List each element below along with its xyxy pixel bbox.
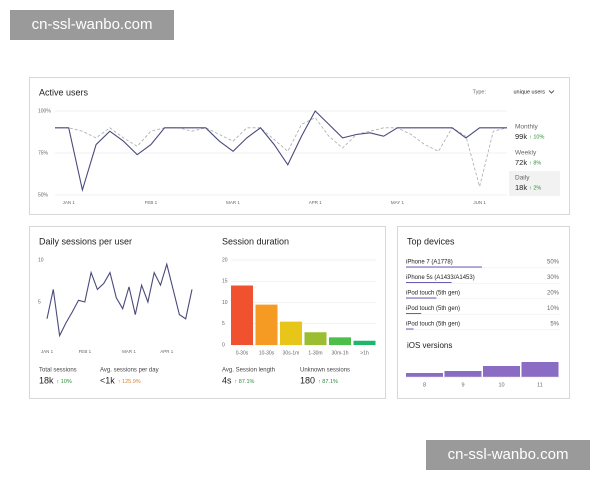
share-bar (406, 297, 437, 299)
device-name: iPod touch (5th gen) (406, 306, 460, 312)
bar (483, 366, 520, 377)
y-tick-label: 20 (222, 257, 228, 263)
stat-label: Avg. sessions per day (100, 368, 159, 374)
stat-value: 4s (222, 375, 232, 385)
filter-value[interactable]: unique users (514, 89, 546, 95)
line-series (55, 117, 508, 189)
legend-value: 99k (515, 132, 527, 141)
stat-label: Unknown sessions (300, 368, 350, 374)
bar (231, 285, 253, 345)
x-tick-label: 30s-1m (283, 350, 300, 356)
legend-value: 18k (515, 183, 527, 192)
legend-name: Weekly (515, 150, 537, 157)
y-tick-label: 15 (222, 279, 228, 285)
share-bar (406, 328, 414, 330)
y-tick-label: 5 (222, 321, 225, 327)
card-title: Daily sessions per user (39, 236, 132, 246)
x-tick-label: 10 (498, 382, 504, 388)
stat-value: <1k (100, 375, 115, 385)
x-tick-label: >1h (360, 350, 369, 356)
device-name: iPhone 7 (A1778) (406, 260, 453, 266)
stat-value: 18k (39, 375, 54, 385)
x-tick-label: MAR 1 (122, 349, 136, 354)
share-bar (406, 313, 422, 315)
x-tick-label: APR 1 (160, 349, 174, 354)
bar (255, 304, 278, 345)
chevron[interactable] (548, 90, 555, 94)
x-tick-label: 0-30s (236, 350, 249, 356)
y-tick-label: 10 (38, 257, 44, 263)
legend-change: ↑ 8% (529, 160, 541, 166)
card-title: Active users (39, 87, 89, 97)
y-tick-label: 10 (222, 300, 228, 306)
legend-change: ↑ 10% (529, 134, 544, 140)
line-series (46, 262, 193, 338)
x-tick-label: JAN 1 (41, 349, 54, 354)
bar (353, 340, 376, 345)
stat-value: 180 (300, 375, 315, 385)
x-tick-label: 10-30s (259, 350, 275, 356)
y-tick-label: 0 (222, 342, 225, 348)
y-tick-label: 50% (38, 192, 49, 198)
section-title: iOS versions (407, 341, 452, 350)
y-tick-label: 5 (38, 299, 41, 305)
legend-name: Daily (515, 175, 530, 182)
device-name: iPod touch (5th gen) (406, 322, 460, 328)
legend-name: Monthly (515, 124, 539, 131)
filter-label[interactable]: Type: (473, 89, 487, 95)
card (29, 226, 386, 399)
watermark-box (426, 440, 590, 470)
bar (406, 373, 443, 377)
stat-change: ↑ 87.1% (235, 379, 255, 385)
bar (444, 371, 482, 377)
bar (304, 332, 327, 345)
y-tick-label: 100% (38, 108, 51, 114)
device-share: 50% (547, 260, 560, 266)
card (29, 77, 570, 215)
x-tick-label: 9 (461, 382, 464, 388)
x-tick-label: 30m-1h (332, 350, 349, 356)
device-name: iPod touch (5th gen) (406, 291, 460, 297)
x-tick-label: JUN 1 (473, 200, 486, 205)
device-share: 20% (547, 291, 560, 297)
stat-label: Avg. Session length (222, 368, 275, 374)
line-series (55, 110, 507, 193)
x-tick-label: MAY 1 (391, 200, 405, 205)
device-name: iPhone 5s (A1433/A1453) (406, 275, 475, 281)
card-title: Session duration (222, 236, 289, 246)
stat-label: Total sessions (39, 368, 77, 374)
x-tick-label: APR 1 (309, 200, 323, 205)
watermark: cn-ssl-wanbo.com (32, 16, 153, 33)
legend-highlight (509, 171, 560, 196)
watermark: cn-ssl-wanbo.com (448, 446, 569, 463)
x-tick-label: JAN 1 (63, 200, 76, 205)
x-tick-label: 8 (423, 382, 426, 388)
y-tick-label: 75% (38, 150, 49, 156)
device-share: 5% (550, 322, 559, 328)
stat-change: ↑ 10% (57, 379, 72, 385)
share-bar (406, 266, 482, 268)
x-tick-label: MAR 1 (226, 200, 240, 205)
bar (280, 321, 302, 345)
x-tick-label: 11 (537, 382, 543, 388)
x-tick-label: FEB 1 (79, 349, 92, 354)
legend-value: 72k (515, 158, 527, 167)
share-bar (406, 282, 452, 284)
legend-change: ↑ 2% (529, 185, 541, 191)
bar (521, 362, 559, 377)
watermark-box (10, 10, 174, 40)
device-share: 10% (547, 306, 560, 312)
card-title: Top devices (407, 236, 455, 246)
bar (329, 337, 351, 345)
device-share: 30% (547, 275, 560, 281)
stat-change: ↑ 125.9% (118, 379, 141, 385)
x-tick-label: 1-30m (308, 350, 322, 356)
x-tick-label: FEB 1 (145, 200, 158, 205)
stat-change: ↑ 87.1% (318, 379, 338, 385)
